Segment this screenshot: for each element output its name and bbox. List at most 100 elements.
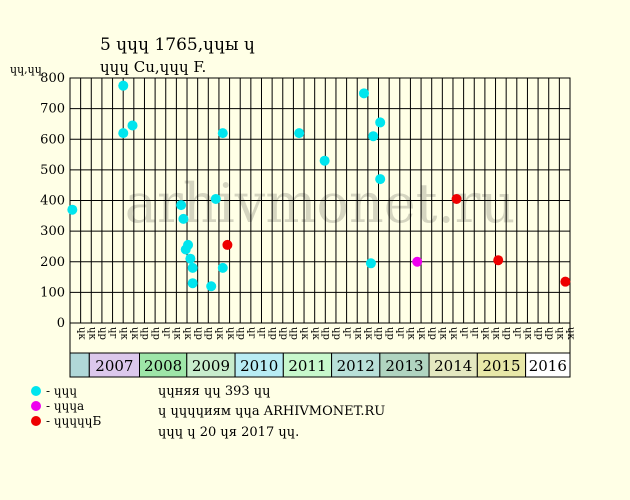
y-tick-label: 600: [40, 132, 65, 147]
data-point: [217, 262, 228, 273]
data-point: [178, 213, 189, 224]
legend-marker: [31, 386, 41, 396]
quarter-label: ɥр: [97, 327, 108, 340]
legend-marker: [31, 416, 41, 426]
quarter-label: ɥк: [565, 327, 576, 340]
data-point: [217, 128, 228, 139]
quarter-label: ɥг: [512, 327, 523, 339]
year-band: [186, 352, 236, 378]
y-tick-label: 100: [40, 285, 65, 300]
year-band: [69, 352, 90, 378]
quarter-label: ɥг: [246, 327, 257, 339]
year-label: 2007: [95, 357, 133, 375]
data-point: [358, 88, 369, 99]
quarter-label: ɥк: [118, 327, 129, 340]
quarter-label: ɥр: [374, 327, 385, 340]
y-tick-label: 0: [57, 316, 65, 331]
data-point: [187, 262, 198, 273]
y-tick-label: 400: [40, 194, 65, 209]
quarter-label: ɥр: [278, 327, 289, 340]
quarter-label: ɥр: [427, 327, 438, 340]
quarter-label: ɥр: [331, 327, 342, 340]
quarter-label: ɥк: [182, 327, 193, 340]
quarter-label: ɥк: [416, 327, 427, 340]
chart-title: 5 ɥɥɥ 1765,ɥɥы ɥ: [100, 35, 255, 55]
year-band: [525, 352, 571, 378]
quarter-label: ɥк: [363, 327, 374, 340]
quarter-label: ɥк: [299, 327, 310, 340]
year-band: [476, 352, 527, 378]
y-tick-label: 700: [40, 102, 65, 117]
data-point: [67, 204, 78, 215]
data-point: [127, 120, 138, 131]
info-line-source: ɥ ɥɥɥɥиям ɥɥa ARHIVMONET.RU: [158, 404, 385, 419]
data-point: [176, 200, 187, 211]
quarter-label: ɥг: [161, 327, 172, 339]
y-tick-label: 500: [40, 163, 65, 178]
data-point: [294, 128, 305, 139]
quarter-label: ɥг: [108, 327, 119, 339]
plot-area: arhivmonet.ru: [69, 77, 571, 353]
year-label: 2016: [529, 357, 567, 375]
quarter-axis: ɥк ɥк ɥр ɥг ɥк ɥк ɥр ɥр ɥг ɥк ɥк ɥр ɥр ɥк ɥк ɥр ɥг ɥг ɥр ɥр…: [69, 322, 576, 354]
year-label: 2013: [385, 357, 423, 375]
quarter-label: ɥр: [544, 327, 555, 340]
quarter-label: ɥк: [225, 327, 236, 340]
y-tick-label: 800: [40, 71, 65, 86]
quarter-label: ɥр: [384, 327, 395, 340]
y-tick-label: 300: [40, 224, 65, 239]
data-point: [451, 193, 462, 204]
year-label: 2010: [240, 357, 278, 375]
quarter-label: ɥк: [86, 327, 97, 340]
quarter-label: ɥк: [448, 327, 459, 340]
year-label: 2015: [482, 357, 520, 375]
quarter-label: ɥр: [267, 327, 278, 340]
quarter-label: ɥк: [438, 327, 449, 340]
year-label: 2009: [192, 357, 230, 375]
year-band: [234, 352, 284, 378]
data-point: [375, 117, 386, 128]
data-point: [368, 131, 379, 142]
quarter-label: ɥк: [214, 327, 225, 340]
y-tick-label: 200: [40, 255, 65, 270]
year-label: 2008: [144, 357, 182, 375]
data-point: [206, 281, 217, 292]
quarter-label: ɥк: [352, 327, 363, 340]
quarter-label: ɥр: [150, 327, 161, 340]
data-point: [222, 239, 233, 250]
quarter-label: ɥр: [533, 327, 544, 340]
quarter-label: ɥк: [555, 327, 566, 340]
data-point: [187, 278, 198, 289]
quarter-label: ɥк: [310, 327, 321, 340]
data-point: [375, 174, 386, 185]
data-point: [412, 256, 423, 267]
quarter-label: ɥк: [491, 327, 502, 340]
data-points: [67, 80, 571, 292]
data-point: [493, 255, 504, 266]
quarter-label: ɥр: [321, 327, 332, 340]
year-label: 2011: [288, 357, 326, 375]
quarter-label: ɥр: [140, 327, 151, 340]
quarter-label: ɥк: [523, 327, 534, 340]
quarter-label: ɥг: [342, 327, 353, 339]
data-point: [210, 193, 221, 204]
quarter-axis-frame: [69, 322, 571, 354]
quarter-label: ɥг: [395, 327, 406, 339]
y-axis: 0 100 200 300 400 500 600 700 800: [40, 71, 65, 331]
quarter-label: ɥр: [501, 327, 512, 340]
quarter-label: ɥк: [76, 327, 87, 340]
data-point: [319, 155, 330, 166]
chart-subtitle: ɥɥɥ Cu,ɥɥɥ F.: [100, 58, 206, 76]
quarter-label: ɥр: [193, 327, 204, 340]
data-point: [183, 239, 194, 250]
legend-marker: [31, 401, 41, 411]
info-line-date: ɥɥɥ ɥ 20 ɥя 2017 ɥɥ.: [158, 425, 299, 440]
quarter-label: ɥр: [203, 327, 214, 340]
data-point: [560, 276, 571, 287]
year-label: 2012: [337, 357, 375, 375]
legend-label: - ɥɥɥa: [46, 399, 84, 413]
quarter-label: ɥк: [172, 327, 183, 340]
year-axis: 2007 2008 2009 2010 2011 2012 2013 2014 2015 2016: [69, 352, 571, 378]
legend-label: - ɥɥɥɥɥБ: [46, 414, 102, 428]
